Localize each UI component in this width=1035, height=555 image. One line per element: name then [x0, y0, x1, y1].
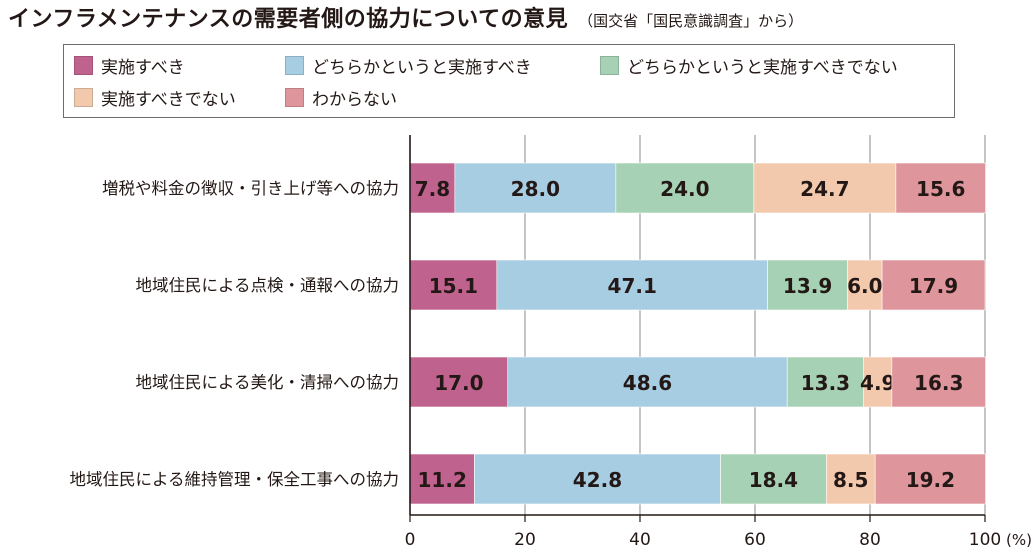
data-label: 17.0	[434, 371, 483, 395]
x-tick-label: 60	[744, 530, 766, 550]
axes: 0 20 40 60 80 100 (%) 増税や料金の徴収・引き上げ等への協力地域住民による…	[69, 135, 1032, 550]
bar-segment	[863, 356, 893, 408]
x-tick-label: 80	[859, 530, 881, 550]
legend-swatch-1	[74, 56, 93, 75]
data-label: 24.0	[660, 177, 709, 201]
data-label: 24.7	[800, 177, 849, 201]
category-label: 地域住民による維持管理・保全工事への協力	[69, 470, 399, 489]
data-label: 11.2	[418, 468, 467, 492]
bar-segment	[874, 453, 986, 505]
data-label: 8.5	[833, 468, 868, 492]
data-label: 6.0	[847, 274, 882, 298]
bar-segment	[786, 356, 864, 408]
bar-segment	[507, 356, 788, 408]
data-label: 19.2	[906, 468, 955, 492]
chart-title-block: インフラメンテナンスの需要者側の協力についての意見 （国交省「国民意識調査」から）	[8, 1, 803, 33]
data-label: 4.9	[860, 371, 895, 395]
data-label: 48.6	[623, 371, 672, 395]
legend-label-5: わからない	[312, 90, 397, 110]
bar-segment	[409, 356, 509, 408]
data-label: 15.6	[916, 177, 965, 201]
category-label: 増税や料金の徴収・引き上げ等への協力	[102, 179, 399, 198]
x-tick-label: 100	[969, 530, 1001, 550]
bar-segment	[881, 259, 986, 311]
chart-subtitle: （国交省「国民意識調査」から）	[578, 12, 804, 30]
data-label: 18.4	[749, 468, 798, 492]
legend-swatch-3	[600, 56, 619, 75]
legend-swatch-4	[74, 88, 93, 107]
x-tick-label: 0	[405, 530, 416, 550]
category-label: 地域住民による美化・清掃への協力	[135, 373, 399, 392]
x-tick-label: 20	[514, 530, 536, 550]
bar-segment	[891, 356, 986, 408]
legend-item-1: 実施すべき	[74, 53, 185, 78]
bar-segment	[496, 259, 768, 311]
data-label: 47.1	[608, 274, 657, 298]
legend-swatch-2	[285, 56, 304, 75]
chart-title: インフラメンテナンスの需要者側の協力についての意見	[8, 7, 569, 32]
bar-segment	[825, 453, 876, 505]
bar-segment	[409, 453, 475, 505]
data-label: 17.9	[909, 274, 958, 298]
bar-segment	[753, 162, 897, 214]
legend-item-5: わからない	[285, 85, 397, 110]
data-label: 7.8	[415, 177, 450, 201]
legend: 実施すべき どちらかというと実施すべき どちらかというと実施すべきでない 実施す…	[63, 44, 955, 118]
category-label: 地域住民による点検・通報への協力	[135, 276, 399, 295]
legend-label-4: 実施すべきでない	[101, 90, 236, 110]
bar-segment	[454, 162, 617, 214]
legend-item-2: どちらかというと実施すべき	[285, 53, 532, 78]
bar-segment	[895, 162, 986, 214]
data-label: 16.3	[914, 371, 963, 395]
bar-segment	[720, 453, 827, 505]
bar-segment	[409, 259, 498, 311]
legend-label-3: どちらかというと実施すべきでない	[627, 58, 898, 78]
data-label: 42.8	[573, 468, 622, 492]
legend-label-1: 実施すべき	[101, 58, 185, 78]
legend-item-4: 実施すべきでない	[74, 85, 236, 110]
legend-label-2: どちらかというと実施すべき	[312, 58, 532, 78]
legend-item-3: どちらかというと実施すべきでない	[600, 53, 898, 78]
legend-swatch-5	[285, 88, 304, 107]
data-label: 15.1	[429, 274, 478, 298]
data-label: 28.0	[511, 177, 560, 201]
x-unit-label: (%)	[1006, 531, 1032, 549]
x-tick-label: 40	[629, 530, 651, 550]
data-label: 13.3	[801, 371, 850, 395]
data-label: 13.9	[783, 274, 832, 298]
bar-segment	[474, 453, 721, 505]
bar-segment	[615, 162, 755, 214]
bars: 7.8 28.0 24.0 24.7 15.6 15.1 47.1 13.9 6.0 17.9 17…	[409, 162, 986, 505]
